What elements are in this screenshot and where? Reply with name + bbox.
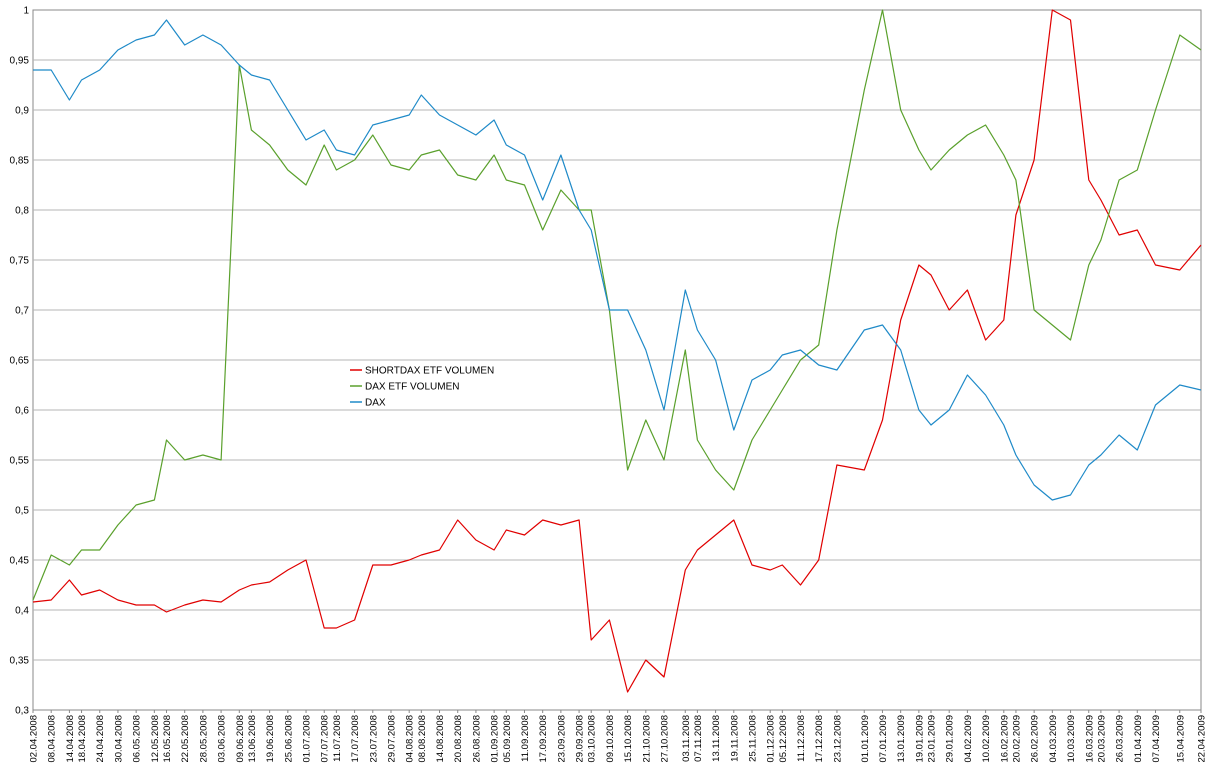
x-tick-label: 23.12.2008 <box>832 715 843 763</box>
x-tick-label: 26.08.2008 <box>471 715 482 763</box>
series-line <box>33 19 1202 501</box>
y-tick-label: 0,75 <box>10 256 30 267</box>
x-tick-label: 24.04.2008 <box>95 715 106 763</box>
x-tick-label: 28.05.2008 <box>198 715 209 763</box>
x-tick-label: 04.03.2009 <box>1048 715 1059 763</box>
x-tick-label: 17.09.2008 <box>538 715 549 763</box>
y-tick-label: 0,9 <box>15 106 29 117</box>
x-tick-label: 22.04.2009 <box>1197 715 1208 763</box>
x-tick-label: 25.06.2008 <box>283 715 294 763</box>
legend: SHORTDAX ETF VOLUMEN DAX ETF VOLUMEN DAX <box>350 366 494 409</box>
x-tick-label: 16.02.2009 <box>999 715 1010 763</box>
y-axis-ticks: 0,3 0,35 0,4 0,45 0,5 0,55 0,6 0,65 0,7 0,75 0,8 0,… <box>10 6 30 717</box>
legend-label: DAX ETF VOLUMEN <box>365 382 459 393</box>
x-tick-label: 07.04.2009 <box>1151 715 1162 763</box>
x-tick-label: 06.05.2008 <box>132 715 143 763</box>
x-tick-label: 19.11.2008 <box>729 715 740 762</box>
x-axis-ticks: 02.04.2008 08.04.2008 14.04.2008 18.04.2008… <box>29 710 1208 763</box>
x-tick-label: 23.09.2008 <box>556 715 567 763</box>
x-tick-label: 13.11.2008 <box>711 715 722 762</box>
y-tick-label: 0,55 <box>10 456 30 467</box>
x-tick-label: 09.06.2008 <box>235 715 246 763</box>
x-tick-label: 18.04.2008 <box>77 715 88 763</box>
x-tick-label: 11.09.2008 <box>520 715 531 762</box>
x-tick-label: 01.04.2009 <box>1133 715 1144 763</box>
x-tick-label: 01.07.2008 <box>302 715 313 763</box>
x-tick-label: 04.02.2009 <box>963 715 974 763</box>
x-tick-label: 27.10.2008 <box>660 715 671 763</box>
x-tick-label: 03.11.2008 <box>681 715 692 762</box>
y-tick-label: 0,4 <box>15 606 29 617</box>
series-line <box>32 9 1202 601</box>
x-tick-label: 05.09.2008 <box>502 715 513 763</box>
x-tick-label: 29.07.2008 <box>386 715 397 763</box>
gridlines <box>33 59 1201 661</box>
x-tick-label: 13.01.2009 <box>896 715 907 763</box>
x-tick-label: 07.01.2009 <box>878 715 889 763</box>
x-tick-label: 10.03.2009 <box>1066 715 1077 763</box>
x-tick-label: 04.08.2008 <box>405 715 416 763</box>
x-tick-label: 23.07.2008 <box>368 715 379 763</box>
x-tick-label: 08.04.2008 <box>47 715 58 763</box>
y-tick-label: 1 <box>23 6 29 17</box>
x-tick-label: 26.03.2009 <box>1115 715 1126 763</box>
x-tick-label: 20.03.2009 <box>1096 715 1107 763</box>
x-tick-label: 07.07.2008 <box>320 715 331 763</box>
y-tick-label: 0,85 <box>10 156 30 167</box>
x-tick-label: 29.09.2008 <box>575 715 586 763</box>
y-tick-label: 0,7 <box>15 306 29 317</box>
x-tick-label: 20.02.2009 <box>1011 715 1022 763</box>
x-tick-label: 01.09.2008 <box>490 715 501 763</box>
x-tick-label: 19.06.2008 <box>265 715 276 763</box>
x-tick-label: 20.08.2008 <box>453 715 464 763</box>
legend-label: SHORTDAX ETF VOLUMEN <box>365 366 494 377</box>
x-tick-label: 11.12.2008 <box>796 715 807 762</box>
x-tick-label: 16.05.2008 <box>162 715 173 763</box>
x-tick-label: 01.01.2009 <box>860 715 871 763</box>
x-tick-label: 25.11.2008 <box>748 715 759 762</box>
x-tick-label: 26.02.2009 <box>1030 715 1041 763</box>
x-tick-label: 22.05.2008 <box>180 715 191 763</box>
x-tick-label: 11.07.2008 <box>332 715 343 762</box>
legend-label: DAX <box>365 398 386 409</box>
x-tick-label: 07.11.2008 <box>693 715 704 762</box>
x-tick-label: 29.01.2009 <box>945 715 956 763</box>
x-tick-label: 01.12.2008 <box>766 715 777 763</box>
x-tick-label: 23.01.2009 <box>926 715 937 763</box>
y-tick-label: 0,65 <box>10 356 30 367</box>
x-tick-label: 14.04.2008 <box>65 715 76 763</box>
x-tick-label: 16.03.2009 <box>1084 715 1095 763</box>
x-tick-label: 15.10.2008 <box>623 715 634 763</box>
x-tick-label: 10.02.2009 <box>981 715 992 763</box>
y-tick-label: 0,6 <box>15 406 29 417</box>
y-tick-label: 0,5 <box>15 506 29 517</box>
x-tick-label: 17.07.2008 <box>350 715 361 763</box>
series-lines <box>32 9 1202 693</box>
y-tick-label: 0,35 <box>10 656 30 667</box>
x-tick-label: 03.10.2008 <box>587 715 598 763</box>
y-tick-label: 0,95 <box>10 56 30 67</box>
x-tick-label: 19.01.2009 <box>914 715 925 763</box>
y-tick-label: 0,45 <box>10 556 30 567</box>
x-tick-label: 17.12.2008 <box>814 715 825 763</box>
x-tick-label: 12.05.2008 <box>150 715 161 763</box>
x-tick-label: 21.10.2008 <box>641 715 652 763</box>
x-tick-label: 08.08.2008 <box>417 715 428 763</box>
x-tick-label: 15.04.2009 <box>1175 715 1186 763</box>
x-tick-label: 09.10.2008 <box>605 715 616 763</box>
y-tick-label: 0,3 <box>15 706 29 717</box>
x-tick-label: 02.04.2008 <box>29 715 40 763</box>
x-tick-label: 13.06.2008 <box>247 715 258 763</box>
series-line <box>32 9 1202 693</box>
x-tick-label: 03.06.2008 <box>217 715 228 763</box>
x-tick-label: 30.04.2008 <box>113 715 124 763</box>
y-tick-label: 0,8 <box>15 206 29 217</box>
x-tick-label: 05.12.2008 <box>778 715 789 763</box>
x-tick-label: 14.08.2008 <box>435 715 446 763</box>
